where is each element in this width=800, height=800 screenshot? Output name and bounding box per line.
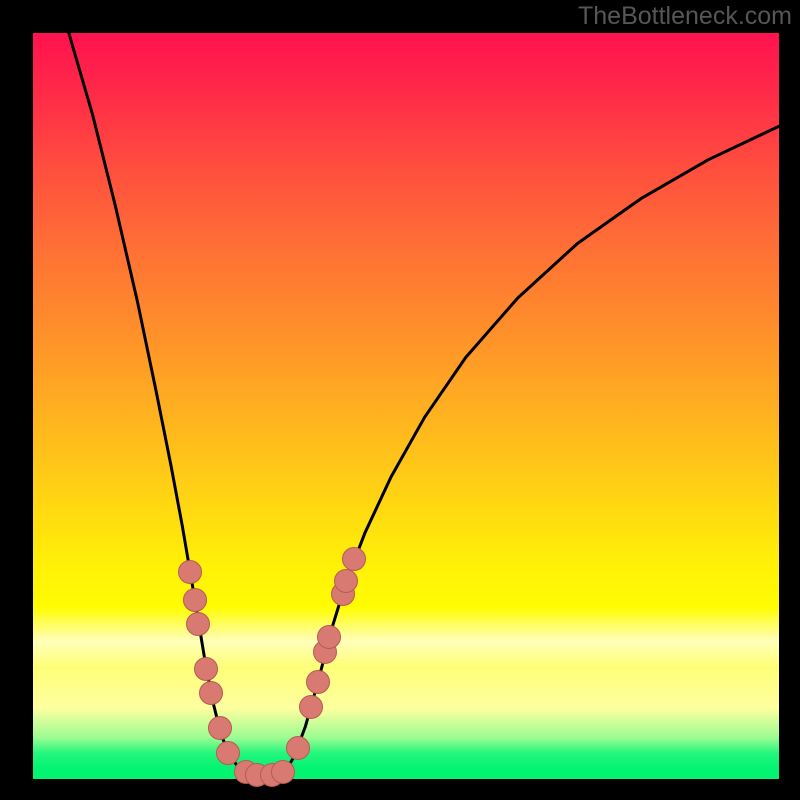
data-marker xyxy=(286,736,310,760)
data-marker xyxy=(199,681,223,705)
data-marker xyxy=(306,670,330,694)
bottleneck-curve xyxy=(69,33,779,776)
data-marker xyxy=(186,612,210,636)
curve-layer xyxy=(33,33,779,779)
data-marker xyxy=(317,625,341,649)
data-marker xyxy=(178,560,202,584)
data-marker xyxy=(334,569,358,593)
chart-container: TheBottleneck.com xyxy=(0,0,800,800)
watermark-text: TheBottleneck.com xyxy=(578,2,792,31)
data-marker xyxy=(208,716,232,740)
data-marker xyxy=(216,741,240,765)
data-marker xyxy=(194,657,218,681)
plot-area xyxy=(33,33,779,779)
data-marker xyxy=(271,760,295,784)
data-marker xyxy=(299,695,323,719)
data-marker xyxy=(342,547,366,571)
data-marker xyxy=(183,588,207,612)
